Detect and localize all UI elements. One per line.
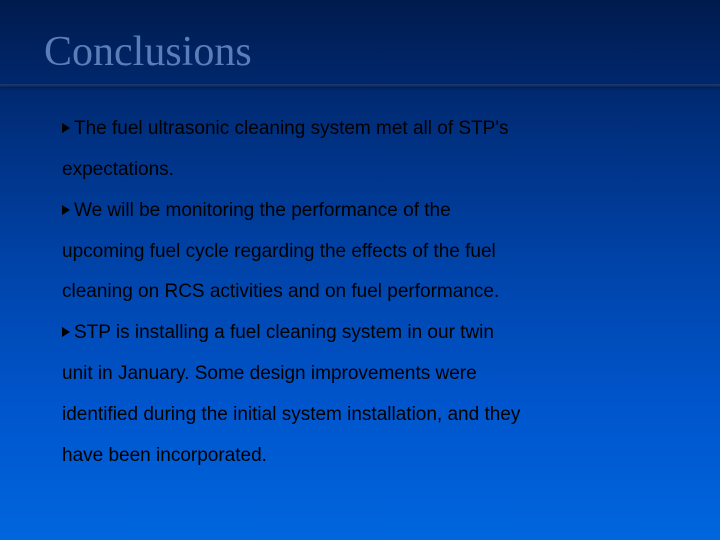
bullet-text: We will be monitoring the performance of…	[74, 200, 451, 221]
bullet-continuation: expectations.	[62, 150, 650, 191]
bullet-continuation: unit in January. Some design improvement…	[62, 354, 650, 395]
slide-body: The fuel ultrasonic cleaning system met …	[0, 87, 720, 477]
bullet-marker-icon	[62, 327, 70, 337]
bullet-continuation: identified during the initial system ins…	[62, 395, 650, 436]
bullet-continuation: have been incorporated.	[62, 436, 650, 477]
bullet-item: We will be monitoring the performance of…	[62, 191, 650, 232]
slide-title: Conclusions	[0, 0, 720, 84]
bullet-marker-icon	[62, 205, 70, 215]
bullet-continuation: upcoming fuel cycle regarding the effect…	[62, 232, 650, 273]
slide-container: Conclusions The fuel ultrasonic cleaning…	[0, 0, 720, 540]
bullet-text: STP is installing a fuel cleaning system…	[74, 322, 494, 343]
bullet-item: STP is installing a fuel cleaning system…	[62, 313, 650, 354]
bullet-marker-icon	[62, 123, 70, 133]
bullet-text: The fuel ultrasonic cleaning system met …	[74, 118, 508, 139]
bullet-item: The fuel ultrasonic cleaning system met …	[62, 109, 650, 150]
bullet-continuation: cleaning on RCS activities and on fuel p…	[62, 272, 650, 313]
